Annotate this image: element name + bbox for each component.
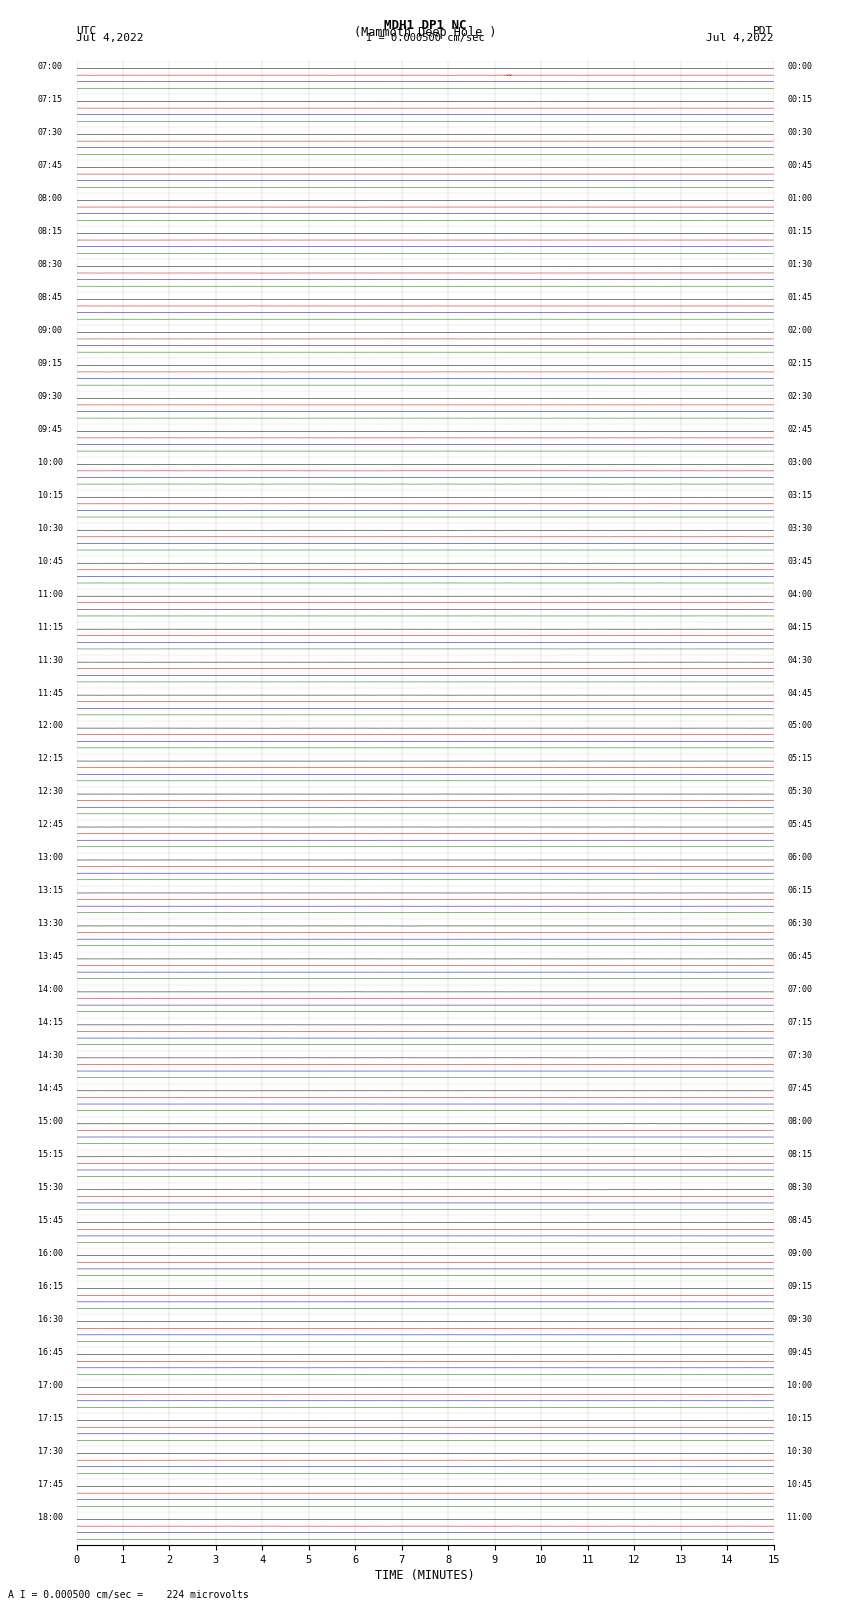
Text: 11:45: 11:45 <box>37 689 63 697</box>
Text: 06:15: 06:15 <box>787 887 813 895</box>
Text: 13:15: 13:15 <box>37 887 63 895</box>
Text: 09:15: 09:15 <box>37 358 63 368</box>
Text: 00:30: 00:30 <box>787 127 813 137</box>
Text: 10:45: 10:45 <box>37 556 63 566</box>
Text: 17:45: 17:45 <box>37 1481 63 1489</box>
Text: 02:45: 02:45 <box>787 424 813 434</box>
Text: 16:45: 16:45 <box>37 1348 63 1357</box>
Text: 04:30: 04:30 <box>787 655 813 665</box>
Text: 04:45: 04:45 <box>787 689 813 697</box>
Text: 08:45: 08:45 <box>37 294 63 302</box>
Text: 10:30: 10:30 <box>37 524 63 532</box>
Text: 07:15: 07:15 <box>37 95 63 103</box>
Text: 12:00: 12:00 <box>37 721 63 731</box>
Text: 08:30: 08:30 <box>37 260 63 269</box>
Text: 08:00: 08:00 <box>787 1118 813 1126</box>
Text: 16:30: 16:30 <box>37 1315 63 1324</box>
Text: 11:00: 11:00 <box>37 590 63 598</box>
Text: 10:00: 10:00 <box>787 1381 813 1390</box>
Text: 07:00: 07:00 <box>787 986 813 994</box>
Text: 05:30: 05:30 <box>787 787 813 797</box>
Text: 16:00: 16:00 <box>37 1248 63 1258</box>
Text: I = 0.000500 cm/sec: I = 0.000500 cm/sec <box>366 32 484 44</box>
Text: 12:30: 12:30 <box>37 787 63 797</box>
Text: 05:15: 05:15 <box>787 755 813 763</box>
Text: 12:15: 12:15 <box>37 755 63 763</box>
Text: 17:00: 17:00 <box>37 1381 63 1390</box>
Text: 10:00: 10:00 <box>37 458 63 466</box>
Text: 09:30: 09:30 <box>787 1315 813 1324</box>
Text: 11:00: 11:00 <box>787 1513 813 1523</box>
Text: 09:00: 09:00 <box>37 326 63 336</box>
Text: 03:00: 03:00 <box>787 458 813 466</box>
Text: 09:45: 09:45 <box>37 424 63 434</box>
Text: MDH1 DP1 NC: MDH1 DP1 NC <box>383 18 467 32</box>
Text: 12:45: 12:45 <box>37 821 63 829</box>
Text: 10:15: 10:15 <box>787 1415 813 1423</box>
Text: 15:45: 15:45 <box>37 1216 63 1226</box>
Text: 06:45: 06:45 <box>787 952 813 961</box>
Text: 09:00: 09:00 <box>787 1248 813 1258</box>
Text: 08:15: 08:15 <box>787 1150 813 1160</box>
Text: 04:15: 04:15 <box>787 623 813 632</box>
Text: 15:00: 15:00 <box>37 1118 63 1126</box>
Text: (Mammoth Deep Hole ): (Mammoth Deep Hole ) <box>354 26 496 39</box>
Text: 07:30: 07:30 <box>37 127 63 137</box>
Text: 17:15: 17:15 <box>37 1415 63 1423</box>
Text: A I = 0.000500 cm/sec =    224 microvolts: A I = 0.000500 cm/sec = 224 microvolts <box>8 1590 249 1600</box>
Text: Jul 4,2022: Jul 4,2022 <box>706 32 774 44</box>
Text: 05:45: 05:45 <box>787 821 813 829</box>
Text: 15:15: 15:15 <box>37 1150 63 1160</box>
Text: 02:30: 02:30 <box>787 392 813 400</box>
Text: 08:15: 08:15 <box>37 227 63 235</box>
Text: 02:00: 02:00 <box>787 326 813 336</box>
Text: Jul 4,2022: Jul 4,2022 <box>76 32 144 44</box>
Text: 07:45: 07:45 <box>787 1084 813 1094</box>
Text: 16:15: 16:15 <box>37 1282 63 1290</box>
Text: 01:15: 01:15 <box>787 227 813 235</box>
Text: 07:15: 07:15 <box>787 1018 813 1027</box>
Text: 08:00: 08:00 <box>37 194 63 203</box>
Text: 10:30: 10:30 <box>787 1447 813 1457</box>
Text: 14:00: 14:00 <box>37 986 63 994</box>
Text: 01:00: 01:00 <box>787 194 813 203</box>
Text: 14:45: 14:45 <box>37 1084 63 1094</box>
Text: 04:00: 04:00 <box>787 590 813 598</box>
Text: 08:30: 08:30 <box>787 1184 813 1192</box>
Text: 07:45: 07:45 <box>37 161 63 169</box>
Text: 11:15: 11:15 <box>37 623 63 632</box>
Text: 13:30: 13:30 <box>37 919 63 929</box>
Text: 17:30: 17:30 <box>37 1447 63 1457</box>
Text: 14:30: 14:30 <box>37 1052 63 1060</box>
Text: 03:30: 03:30 <box>787 524 813 532</box>
Text: 00:15: 00:15 <box>787 95 813 103</box>
Text: 00:45: 00:45 <box>787 161 813 169</box>
Text: 05:00: 05:00 <box>787 721 813 731</box>
Text: 09:45: 09:45 <box>787 1348 813 1357</box>
Text: 11:30: 11:30 <box>37 655 63 665</box>
Text: UTC: UTC <box>76 26 97 35</box>
Text: 18:00: 18:00 <box>37 1513 63 1523</box>
Text: 02:15: 02:15 <box>787 358 813 368</box>
Text: 09:15: 09:15 <box>787 1282 813 1290</box>
Text: 06:00: 06:00 <box>787 853 813 863</box>
Text: PDT: PDT <box>753 26 774 35</box>
Text: 01:45: 01:45 <box>787 294 813 302</box>
Text: 03:15: 03:15 <box>787 490 813 500</box>
Text: 10:15: 10:15 <box>37 490 63 500</box>
Text: 13:00: 13:00 <box>37 853 63 863</box>
Text: 14:15: 14:15 <box>37 1018 63 1027</box>
Text: 07:00: 07:00 <box>37 61 63 71</box>
Text: 08:45: 08:45 <box>787 1216 813 1226</box>
Text: 00:00: 00:00 <box>787 61 813 71</box>
Text: 09:30: 09:30 <box>37 392 63 400</box>
Text: 10:45: 10:45 <box>787 1481 813 1489</box>
Text: 15:30: 15:30 <box>37 1184 63 1192</box>
Text: 13:45: 13:45 <box>37 952 63 961</box>
Text: 07:30: 07:30 <box>787 1052 813 1060</box>
Text: 06:30: 06:30 <box>787 919 813 929</box>
Text: 01:30: 01:30 <box>787 260 813 269</box>
Text: 03:45: 03:45 <box>787 556 813 566</box>
X-axis label: TIME (MINUTES): TIME (MINUTES) <box>375 1569 475 1582</box>
